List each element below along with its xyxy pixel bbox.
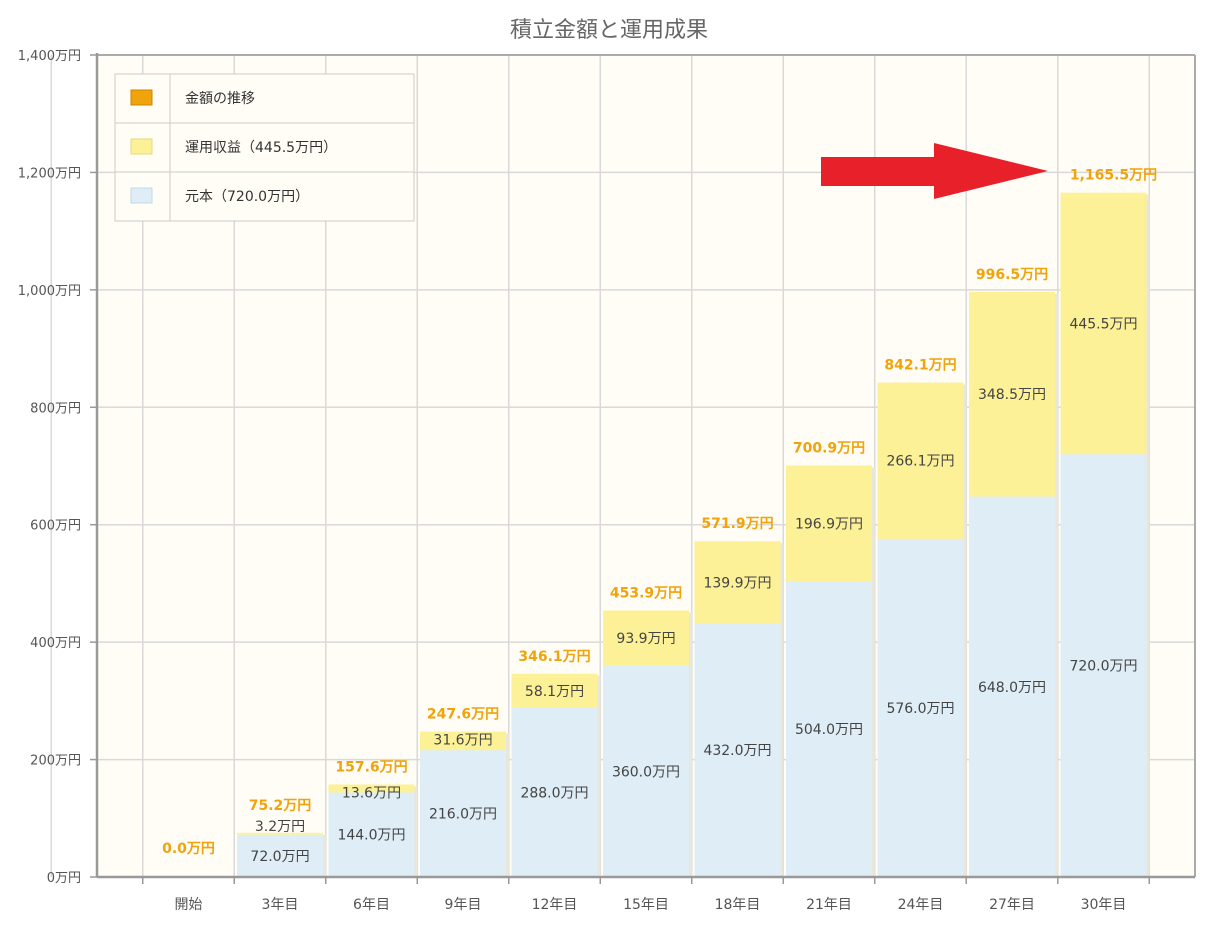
bar-principal-label: 360.0万円 [612,764,680,780]
y-tick-label: 1,000万円 [18,284,81,299]
bar-profit-label: 58.1万円 [525,684,584,700]
y-tick-label: 200万円 [30,754,81,769]
bar-profit [603,610,689,666]
bar-principal-label: 720.0万円 [1069,659,1137,675]
legend-box [114,73,415,222]
bar-profit-label: 31.6万円 [433,733,492,749]
x-tick-label: 12年目 [532,897,578,913]
legend: 金額の推移 運用収益（445.5万円） 元本（720.0万円） [114,73,415,222]
total-labels: 0.0万円 75.2万円 157.6万円 247.6万円 346.1万円 453.9万円 5… [162,168,1157,857]
x-tick-label: 24年目 [898,897,944,913]
bar-profit-label: 13.6万円 [342,785,401,801]
bar-principal-label: 648.0万円 [978,680,1046,696]
bar-principal-label: 504.0万円 [795,722,863,738]
bar-profit-label: 196.9万円 [795,516,863,532]
bar-total-label: 247.6万円 [427,707,499,723]
bar-profit-label: 445.5万円 [1069,316,1137,332]
bar-total-label: 157.6万円 [335,759,407,775]
bar-principal [603,665,689,877]
bar-profit [786,465,872,582]
red-arrow-icon [821,143,1048,199]
bars [237,192,1150,878]
bar-total-label: 700.9万円 [793,440,865,456]
y-tick-label: 400万円 [30,636,81,651]
bar-principal-label: 144.0万円 [337,828,405,844]
axes [95,53,1196,879]
bar-total-label: 1,165.5万円 [1070,168,1157,184]
legend-swatch-total [130,89,153,106]
bar-principal [328,792,415,877]
y-tick-label: 600万円 [30,519,81,534]
bar-profit-label: 139.9万円 [703,575,771,591]
legend-label-principal: 元本（720.0万円） [185,189,309,205]
bar-profit-label: 348.5万円 [978,387,1046,403]
bar-total-label: 346.1万円 [518,649,590,665]
chart-title: 積立金額と運用成果 [510,18,708,43]
x-tick-label: 開始 [175,897,203,913]
legend-swatch-principal [130,187,153,204]
bar-total-label: 842.1万円 [884,358,956,374]
bar-principal [237,834,323,877]
bar-principal-label: 216.0万円 [429,807,497,823]
bar-principal [877,538,964,877]
bar-principal [420,750,506,877]
bar-total-label: 453.9万円 [610,585,682,601]
x-tick-label: 3年目 [262,897,299,913]
bar-profit-label: 266.1万円 [886,454,954,470]
y-tick-label: 1,200万円 [18,166,81,181]
bar-principal-label: 576.0万円 [886,701,954,717]
bar-principal [511,707,598,877]
bar-profit [420,731,506,751]
bar-profit [877,382,964,539]
bar-total-label: 996.5万円 [976,267,1048,283]
bar-profit [969,291,1055,497]
x-tick-label: 9年目 [445,897,482,913]
y-axis-ticks: 0万円 200万円 400万円 600万円 800万円 1,000万円 1,200万円 1,4… [18,49,97,886]
bar-principal [969,496,1055,877]
bar-profit [237,832,323,835]
legend-swatch-profit [130,138,153,155]
bar-total-label: 0.0万円 [162,841,215,857]
x-tick-label: 21年目 [806,897,852,913]
bar-principal [786,581,872,877]
bar-total-label: 571.9万円 [701,516,773,532]
y-tick-label: 0万円 [47,871,81,886]
x-tick-label: 30年目 [1081,897,1127,913]
x-tick-label: 15年目 [623,897,669,913]
bar-principal [1060,454,1147,877]
bar-total-label: 75.2万円 [249,798,312,814]
bar-profit [694,541,781,624]
bar-principal-label: 72.0万円 [250,849,309,865]
x-tick-label: 27年目 [989,897,1035,913]
y-tick-label: 1,400万円 [18,49,81,64]
bar-profit-label: 3.2万円 [255,819,305,835]
segment-labels: 72.0万円 3.2万円 144.0万円 13.6万円 216.0万円 31.6万円 288… [250,316,1137,864]
bar-principal-label: 432.0万円 [703,743,771,759]
x-tick-label: 18年目 [715,897,761,913]
x-axis-ticks: 開始 3年目 6年目 9年目 12年目 15年目 18年目 21年目 24年目 27年目 30年目 [142,877,1150,913]
legend-label-total: 金額の推移 [185,91,255,107]
bar-profit [1060,192,1147,455]
legend-label-profit: 運用収益（445.5万円） [185,140,337,156]
bar-profit [511,673,598,708]
bar-principal [694,623,781,877]
bar-profit-label: 93.9万円 [616,631,675,647]
bar-profit [328,784,415,793]
y-tick-label: 800万円 [30,401,81,416]
x-tick-label: 6年目 [353,897,390,913]
bar-principal-label: 288.0万円 [520,785,588,801]
